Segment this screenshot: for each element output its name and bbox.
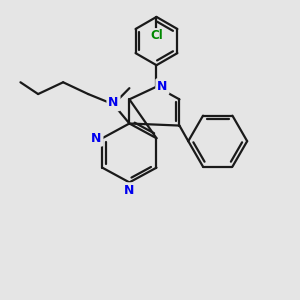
Text: N: N xyxy=(108,96,119,110)
Text: Cl: Cl xyxy=(150,29,163,42)
Text: N: N xyxy=(157,80,168,93)
Text: N: N xyxy=(91,132,102,145)
Text: N: N xyxy=(124,184,135,197)
